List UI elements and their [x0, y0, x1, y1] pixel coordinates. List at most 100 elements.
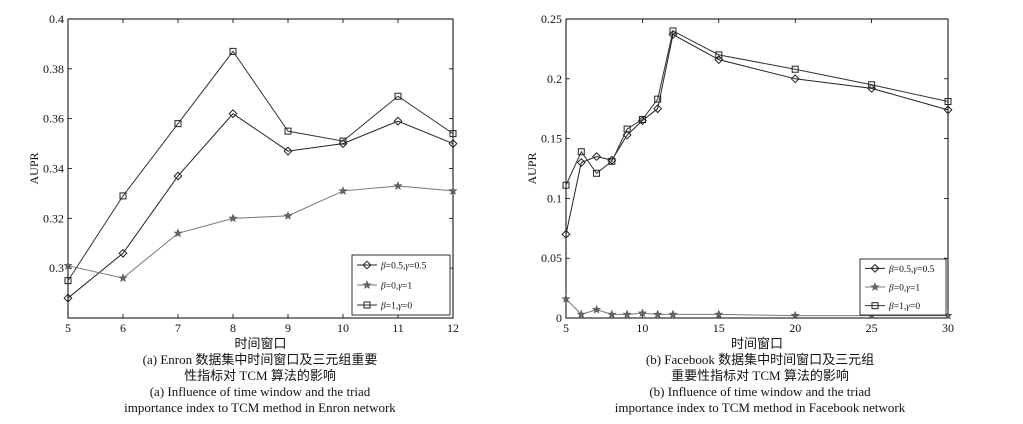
chart-a-y-tick-label: 0.34	[43, 162, 64, 176]
caption-a-cn-line-1: (a) Enron 数据集中时间窗口及三元组重要	[142, 352, 378, 367]
chart-b-y-tick-label: 0.25	[541, 12, 562, 26]
chart-b-legend-marker-diamond	[870, 263, 880, 273]
chart-b-data-point-diamond	[592, 152, 602, 162]
chart-b-data-point-square	[944, 98, 952, 106]
chart-b-data-point-star	[622, 309, 632, 319]
chart-b-data-point-star	[790, 310, 800, 320]
chart-b-x-axis-label: 时间窗口	[731, 336, 783, 351]
caption-b-en-line-2: importance index to TCM method in Facebo…	[614, 400, 906, 415]
chart-a-x-tick-label: 11	[392, 321, 404, 335]
chart-b-data-point-diamond	[714, 55, 724, 65]
chart-a-x-tick-label: 5	[65, 321, 71, 335]
chart-a-data-point-square	[229, 47, 237, 55]
chart-a-x-tick-label: 10	[337, 321, 349, 335]
chart-b-x-tick-label: 25	[866, 321, 878, 335]
chart-b-data-point-square	[638, 115, 646, 123]
chart-a-data-point-square	[449, 130, 457, 138]
chart-b-legend-marker-star	[870, 282, 880, 291]
chart-b-data-point-star	[653, 309, 663, 319]
chart-a-legend-marker-square	[363, 301, 371, 309]
caption-b-cn-line-2: 重要性指标对 TCM 算法的影响	[671, 368, 849, 383]
chart-b-y-axis-label: AUPR	[525, 152, 539, 184]
chart-b-data-point-square	[577, 148, 585, 156]
chart-a-data-point-diamond	[228, 109, 238, 119]
chart-b-data-point-square	[715, 51, 723, 59]
chart-a-series-line-star	[67, 185, 454, 279]
chart-a-data-point-square	[174, 120, 182, 128]
chart-b-data-point-star	[576, 309, 586, 319]
chart-a-y-tick-label: 0.4	[49, 12, 64, 26]
chart-b-legend-label: β=1,γ=0	[888, 302, 920, 312]
chart-b-data-point-star	[714, 309, 724, 319]
chart-a-data-point-star	[228, 213, 238, 223]
chart-b-facebook: 5 10 15 20 25 30 0 0.05 0.1 0.15 0.2 0.25 时间窗口 AUPR β=…	[525, 12, 954, 351]
chart-a-data-point-star	[283, 210, 293, 220]
chart-a-series-line-diamond	[67, 113, 454, 299]
chart-b-x-tick-label: 20	[789, 321, 801, 335]
chart-a-data-point-diamond	[63, 293, 73, 303]
chart-a-data-point-diamond	[283, 146, 293, 156]
chart-a-x-tick-label: 8	[230, 321, 236, 335]
chart-a-y-tick-label: 0.36	[43, 112, 64, 126]
chart-b-data-point-diamond	[790, 74, 800, 84]
chart-a-x-tick-label: 6	[120, 321, 126, 335]
chart-a-y-axis-label: AUPR	[27, 152, 41, 184]
caption-b-en-line-1: (b) Influence of time window and the tri…	[649, 384, 871, 399]
chart-a-y-tick-label: 0.38	[43, 62, 64, 76]
caption-a: (a) Enron 数据集中时间窗口及三元组重要 性指标对 TCM 算法的影响 …	[60, 352, 460, 416]
chart-b-legend-marker-square	[871, 302, 879, 310]
chart-a-x-tick-label: 12	[447, 321, 459, 335]
chart-b-plot-frame	[565, 18, 949, 319]
chart-b-data-point-diamond	[576, 158, 586, 168]
chart-b-data-point-star	[607, 309, 617, 319]
chart-b-data-point-square	[669, 27, 677, 35]
chart-a-legend-marker-star	[362, 280, 372, 289]
chart-a-y-tick-label: 0.3	[49, 261, 64, 275]
chart-b-y-tick-label: 0.15	[541, 132, 562, 146]
chart-b-series-line-star	[565, 298, 948, 317]
chart-b-data-point-diamond	[561, 229, 571, 239]
chart-b-legend-label: β=0.5,γ=0.5	[888, 265, 935, 275]
chart-a-series-line-square	[67, 50, 454, 281]
chart-a-data-point-star	[338, 186, 348, 195]
chart-a-x-tick-label: 9	[285, 321, 291, 335]
chart-a-data-point-star	[393, 181, 403, 190]
chart-b-data-point-square	[623, 125, 631, 133]
chart-b-data-point-diamond	[943, 105, 953, 115]
chart-a-data-point-square	[284, 127, 292, 135]
chart-a-x-tick-label: 7	[175, 321, 181, 335]
caption-a-en-line-2: importance index to TCM method in Enron …	[124, 400, 396, 415]
chart-a-series-square	[64, 47, 457, 285]
chart-a-data-point-square	[339, 137, 347, 145]
chart-a-legend-label: β=0.5,γ=0.5	[380, 262, 427, 272]
chart-a-series-star	[63, 181, 458, 283]
chart-a-legend-label: β=1,γ=0	[380, 302, 412, 312]
chart-a-data-point-square	[119, 192, 127, 200]
chart-a-data-point-diamond	[118, 248, 128, 258]
chart-a-data-point-diamond	[393, 116, 403, 126]
chart-a-y-tick-label: 0.32	[43, 211, 64, 225]
chart-b-data-point-square	[562, 181, 570, 189]
chart-a-data-point-square	[64, 277, 72, 285]
chart-b-series-square	[562, 27, 952, 189]
chart-a-x-axis-label: 时间窗口	[234, 336, 286, 351]
chart-b-y-tick-label: 0.1	[547, 191, 562, 205]
chart-a-data-point-diamond	[173, 171, 183, 181]
chart-b-data-point-star	[668, 309, 678, 319]
chart-a-series-diamond	[63, 109, 458, 303]
chart-a-data-point-star	[173, 228, 183, 238]
chart-b-x-tick-label: 15	[713, 321, 725, 335]
chart-b-legend-label: β=0,γ=1	[888, 284, 920, 294]
chart-b-data-point-square	[593, 169, 601, 177]
caption-a-cn-line-2: 性指标对 TCM 算法的影响	[184, 368, 336, 383]
chart-b-data-point-star	[591, 304, 602, 314]
caption-a-en-line-1: (a) Influence of time window and the tri…	[149, 384, 371, 399]
chart-b-data-point-square	[868, 81, 876, 89]
chart-a-data-point-square	[394, 92, 402, 100]
caption-b: (b) Facebook 数据集中时间窗口及三元组 重要性指标对 TCM 算法的…	[550, 352, 970, 416]
chart-b-data-point-star	[561, 294, 571, 303]
chart-b-x-tick-label: 30	[942, 321, 954, 335]
chart-b-data-point-diamond	[653, 104, 663, 114]
chart-b-y-tick-label: 0	[556, 311, 562, 325]
